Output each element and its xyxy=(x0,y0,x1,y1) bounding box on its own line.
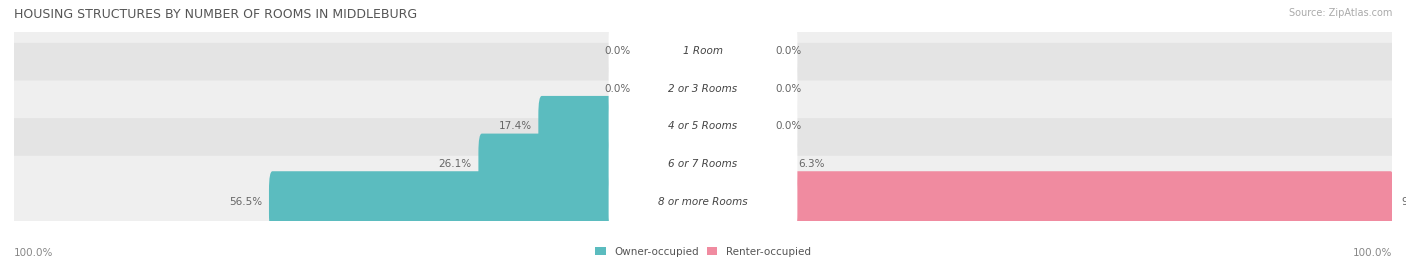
FancyBboxPatch shape xyxy=(609,96,797,157)
FancyBboxPatch shape xyxy=(8,5,1398,97)
Text: 2 or 3 Rooms: 2 or 3 Rooms xyxy=(668,84,738,94)
Text: 93.8%: 93.8% xyxy=(1400,197,1406,207)
FancyBboxPatch shape xyxy=(741,171,1393,232)
FancyBboxPatch shape xyxy=(741,21,769,82)
Text: 0.0%: 0.0% xyxy=(775,84,801,94)
FancyBboxPatch shape xyxy=(8,118,1398,210)
FancyBboxPatch shape xyxy=(478,134,665,194)
Text: 56.5%: 56.5% xyxy=(229,197,262,207)
FancyBboxPatch shape xyxy=(8,80,1398,172)
FancyBboxPatch shape xyxy=(609,58,797,119)
FancyBboxPatch shape xyxy=(637,21,665,82)
FancyBboxPatch shape xyxy=(8,156,1398,248)
Text: 100.0%: 100.0% xyxy=(14,248,53,258)
Text: 26.1%: 26.1% xyxy=(439,159,471,169)
Text: HOUSING STRUCTURES BY NUMBER OF ROOMS IN MIDDLEBURG: HOUSING STRUCTURES BY NUMBER OF ROOMS IN… xyxy=(14,8,418,21)
FancyBboxPatch shape xyxy=(269,171,665,232)
FancyBboxPatch shape xyxy=(538,96,665,157)
FancyBboxPatch shape xyxy=(741,58,769,119)
Text: 0.0%: 0.0% xyxy=(775,121,801,132)
FancyBboxPatch shape xyxy=(741,96,769,157)
Text: 6.3%: 6.3% xyxy=(799,159,824,169)
Text: 8 or more Rooms: 8 or more Rooms xyxy=(658,197,748,207)
Text: 0.0%: 0.0% xyxy=(605,46,631,56)
Legend: Owner-occupied, Renter-occupied: Owner-occupied, Renter-occupied xyxy=(595,247,811,257)
Text: 100.0%: 100.0% xyxy=(1353,248,1392,258)
FancyBboxPatch shape xyxy=(637,58,665,119)
FancyBboxPatch shape xyxy=(741,134,792,194)
FancyBboxPatch shape xyxy=(609,171,797,232)
Text: Source: ZipAtlas.com: Source: ZipAtlas.com xyxy=(1288,8,1392,18)
FancyBboxPatch shape xyxy=(609,21,797,82)
Text: 0.0%: 0.0% xyxy=(775,46,801,56)
FancyBboxPatch shape xyxy=(8,43,1398,135)
Text: 17.4%: 17.4% xyxy=(498,121,531,132)
Text: 4 or 5 Rooms: 4 or 5 Rooms xyxy=(668,121,738,132)
Text: 0.0%: 0.0% xyxy=(605,84,631,94)
Text: 6 or 7 Rooms: 6 or 7 Rooms xyxy=(668,159,738,169)
FancyBboxPatch shape xyxy=(609,134,797,194)
Text: 1 Room: 1 Room xyxy=(683,46,723,56)
